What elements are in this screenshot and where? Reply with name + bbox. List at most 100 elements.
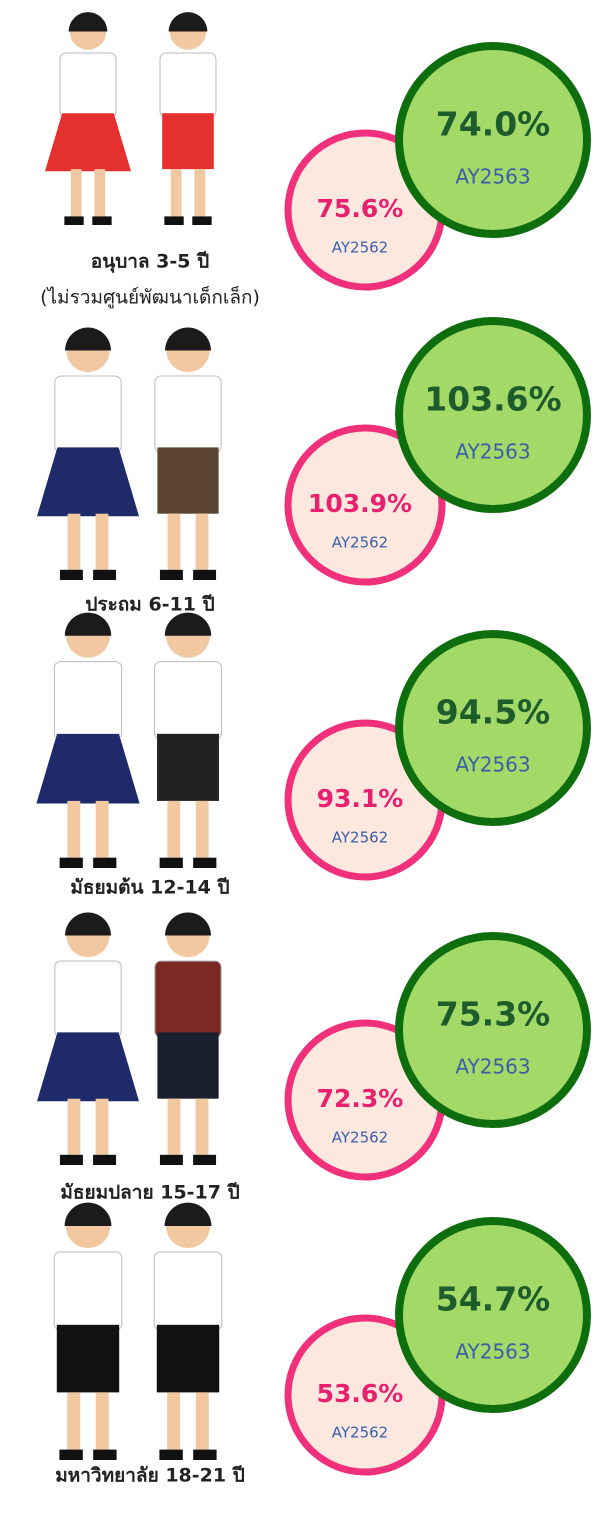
ay2562-value: 75.6% bbox=[317, 194, 404, 223]
shoe bbox=[59, 569, 83, 580]
leg bbox=[167, 513, 181, 570]
leg bbox=[94, 169, 106, 217]
level-label: มหาวิทยาลัย 18-21 ปี bbox=[55, 1465, 245, 1487]
ay2562-value: 53.6% bbox=[317, 1379, 404, 1408]
pants bbox=[56, 1324, 120, 1393]
leg bbox=[67, 1392, 81, 1450]
level-label: อนุบาล 3-5 ปี bbox=[91, 251, 209, 274]
hair bbox=[65, 327, 111, 351]
leg bbox=[167, 1392, 181, 1450]
ay2563-value: 103.6% bbox=[424, 380, 561, 419]
hair bbox=[165, 327, 211, 351]
shirt bbox=[154, 375, 222, 453]
leg bbox=[170, 169, 182, 217]
leg bbox=[195, 800, 209, 858]
ay2563-year: AY2563 bbox=[455, 753, 530, 777]
ay2563-value: 74.0% bbox=[436, 105, 551, 144]
leg bbox=[167, 800, 181, 858]
skirt bbox=[45, 113, 131, 172]
leg bbox=[67, 513, 81, 570]
person-illustration bbox=[36, 612, 140, 868]
shoe bbox=[164, 216, 184, 225]
shoe bbox=[192, 216, 212, 225]
pants bbox=[157, 1032, 219, 1099]
ay2563-year: AY2563 bbox=[455, 1340, 530, 1364]
ay2563-year: AY2563 bbox=[455, 165, 530, 189]
ay2562-value: 72.3% bbox=[317, 1084, 404, 1113]
person-illustration bbox=[53, 1202, 123, 1460]
ay2562-year: AY2562 bbox=[332, 1424, 388, 1442]
shoe bbox=[159, 569, 183, 580]
ay2563-circle bbox=[395, 1217, 591, 1413]
ay2563-circle bbox=[395, 317, 591, 513]
leg bbox=[95, 513, 109, 570]
leg bbox=[67, 800, 81, 858]
shirt bbox=[153, 661, 223, 740]
ay2563-circle bbox=[395, 42, 591, 238]
person-illustration bbox=[153, 612, 223, 868]
person-illustration bbox=[37, 912, 139, 1165]
ay2563-value: 75.3% bbox=[436, 995, 551, 1034]
shoe bbox=[193, 569, 217, 580]
level-label: ประถม 6-11 ปี bbox=[85, 594, 214, 616]
pants bbox=[162, 113, 214, 170]
ay2563-value: 94.5% bbox=[436, 693, 551, 732]
shoe bbox=[59, 1449, 83, 1460]
ay2562-year: AY2562 bbox=[332, 534, 388, 552]
shirt bbox=[59, 52, 117, 118]
ay2563-year: AY2563 bbox=[455, 1055, 530, 1079]
shoe bbox=[193, 857, 217, 868]
leg bbox=[167, 1098, 181, 1155]
ay2562-value: 93.1% bbox=[317, 784, 404, 813]
hair bbox=[65, 912, 111, 936]
person-illustration bbox=[159, 12, 217, 225]
pants bbox=[157, 733, 219, 801]
shirt bbox=[54, 375, 122, 453]
ay2562-year: AY2562 bbox=[332, 239, 388, 257]
ay2563-value: 54.7% bbox=[436, 1280, 551, 1319]
leg bbox=[70, 169, 82, 217]
shoe bbox=[59, 857, 83, 868]
ay2562-year: AY2562 bbox=[332, 829, 388, 847]
shirt bbox=[153, 1251, 223, 1331]
leg bbox=[67, 1098, 81, 1155]
pants bbox=[157, 447, 219, 514]
ay2563-circle bbox=[395, 630, 591, 826]
shoe bbox=[193, 1449, 217, 1460]
shirt bbox=[154, 960, 222, 1038]
shoe bbox=[93, 1154, 117, 1165]
ay2562-year: AY2562 bbox=[332, 1129, 388, 1147]
hair bbox=[164, 1202, 212, 1226]
leg bbox=[95, 1098, 109, 1155]
shirt bbox=[54, 960, 122, 1038]
person-illustration bbox=[154, 912, 222, 1165]
shirt bbox=[53, 1251, 123, 1331]
shoe bbox=[64, 216, 84, 225]
person-illustration bbox=[153, 1202, 223, 1460]
hair bbox=[68, 12, 108, 32]
hair bbox=[64, 612, 112, 636]
level-label: มัธยมปลาย 15-17 ปี bbox=[60, 1182, 239, 1204]
hair bbox=[165, 912, 211, 936]
shirt bbox=[159, 52, 217, 118]
leg bbox=[95, 1392, 109, 1450]
shoe bbox=[59, 1154, 83, 1165]
shoe bbox=[159, 1154, 183, 1165]
ay2562-value: 103.9% bbox=[308, 489, 412, 518]
leg bbox=[195, 1098, 209, 1155]
leg bbox=[195, 513, 209, 570]
shirt bbox=[53, 661, 123, 740]
level-sublabel: (ไม่รวมศูนย์พัฒนาเด็กเล็ก) bbox=[40, 285, 260, 309]
ay2562-circle bbox=[284, 424, 446, 586]
ay2563-year: AY2563 bbox=[455, 440, 530, 464]
leg bbox=[95, 800, 109, 858]
hair bbox=[64, 1202, 112, 1226]
hair bbox=[168, 12, 208, 32]
skirt bbox=[37, 1032, 139, 1102]
shoe bbox=[159, 1449, 183, 1460]
shoe bbox=[93, 1449, 117, 1460]
pants bbox=[156, 1324, 220, 1393]
hair bbox=[164, 612, 212, 636]
level-label: มัธยมต้น 12-14 ปี bbox=[70, 877, 229, 899]
